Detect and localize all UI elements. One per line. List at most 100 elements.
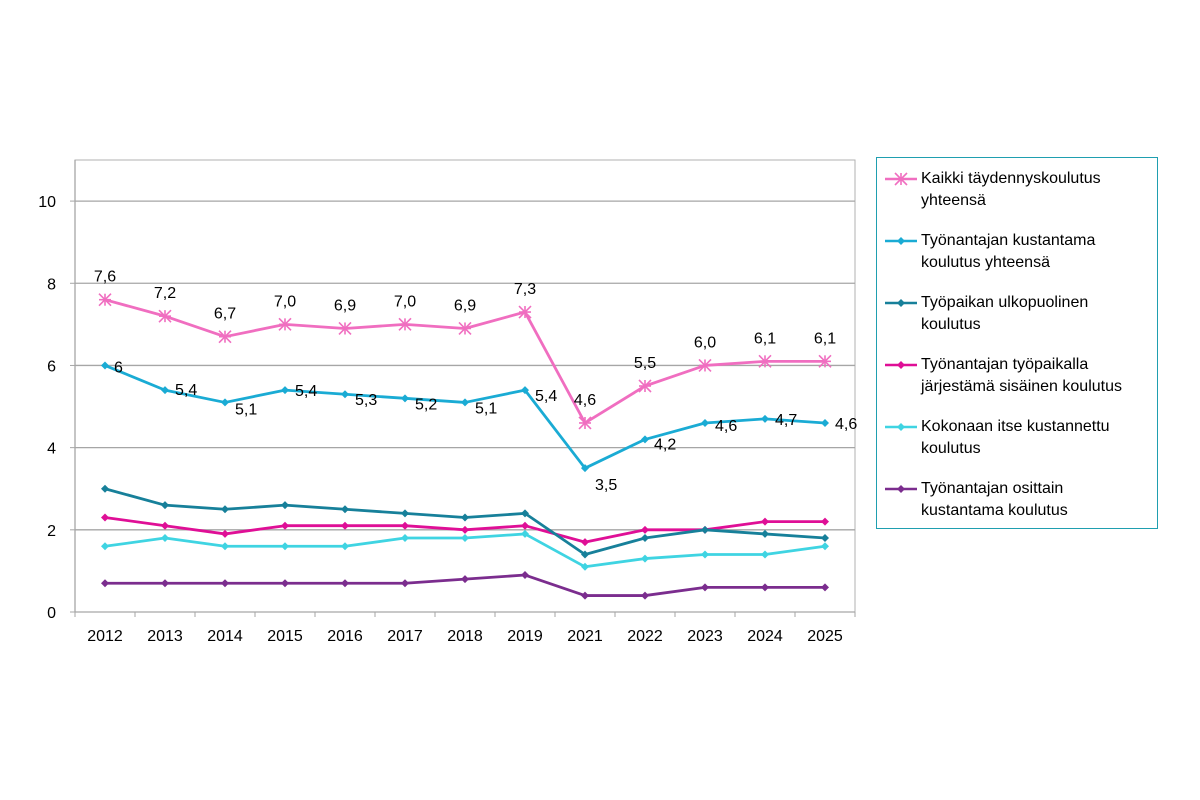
data-point: [401, 534, 409, 543]
data-point: [461, 513, 469, 522]
data-point: [161, 386, 169, 395]
data-point: [161, 534, 169, 543]
data-point: [581, 562, 589, 571]
x-tick-label: 2019: [507, 628, 543, 645]
data-point: [401, 579, 409, 588]
data-label: 7,0: [274, 293, 296, 310]
legend-label-line: koulutus yhteensä: [921, 254, 1050, 271]
x-tick-label: 2018: [447, 628, 483, 645]
data-label: 5,2: [415, 396, 437, 413]
data-point: [101, 579, 109, 588]
data-point: [521, 529, 529, 538]
data-point: [281, 542, 289, 551]
data-point: [221, 529, 229, 538]
legend: Kaikki täydennyskoulutus yhteensä Työnanta…: [876, 157, 1158, 529]
data-point: [521, 521, 529, 530]
series-line: [104, 364, 826, 470]
data-point: [218, 330, 232, 344]
data-label: 7,2: [154, 285, 176, 302]
legend-symbol: [885, 172, 917, 186]
data-point: [341, 579, 349, 588]
data-point: [101, 513, 109, 522]
legend-symbol: [885, 299, 917, 307]
legend-symbol: [885, 237, 917, 245]
data-label: 5,4: [175, 382, 197, 399]
data-point: [518, 305, 532, 319]
data-point: [158, 309, 172, 323]
data-point: [761, 529, 769, 538]
data-point: [641, 591, 649, 600]
data-label: 5,3: [355, 392, 377, 409]
legend-label-line: Työnantajan osittain: [921, 480, 1064, 497]
data-label: 3,5: [595, 477, 617, 494]
x-tick-label: 2014: [207, 628, 243, 645]
data-point: [761, 517, 769, 526]
y-tick-label: 0: [47, 605, 56, 622]
data-point: [581, 538, 589, 547]
legend-symbol: [885, 361, 917, 369]
data-point: [698, 358, 712, 373]
series-6: [101, 571, 829, 600]
data-point: [581, 464, 589, 473]
data-label: 6,1: [814, 330, 836, 347]
legend-label: Työpaikan ulkopuolinen koulutus: [921, 292, 1088, 336]
data-point: [821, 517, 829, 526]
data-label: 7,6: [94, 269, 116, 286]
x-tick-label: 2021: [567, 628, 603, 645]
data-point: [897, 237, 905, 245]
y-tick-label: 2: [47, 523, 56, 540]
x-tick-label: 2024: [747, 628, 783, 645]
data-point: [521, 509, 529, 518]
data-label: 6: [114, 359, 123, 376]
data-point: [581, 550, 589, 559]
series-2: [101, 361, 829, 473]
series-5: [101, 529, 829, 571]
data-point: [521, 571, 529, 580]
legend-label-line: yhteensä: [921, 192, 986, 209]
data-point: [641, 534, 649, 543]
data-point: [401, 521, 409, 530]
data-point: [701, 550, 709, 559]
x-tick-label: 2016: [327, 628, 363, 645]
data-point: [101, 542, 109, 551]
legend-symbol: [885, 485, 917, 493]
legend-label: Kaikki täydennyskoulutus yhteensä: [921, 168, 1101, 212]
data-point: [897, 423, 905, 431]
data-point: [821, 418, 829, 427]
data-point: [701, 583, 709, 592]
legend-label-line: koulutus: [921, 316, 981, 333]
x-tick-label: 2023: [687, 628, 723, 645]
data-point: [101, 361, 109, 370]
data-point: [758, 354, 772, 368]
data-point: [161, 521, 169, 530]
data-label: 4,6: [835, 416, 857, 433]
data-point: [338, 321, 352, 336]
data-label: 7,0: [394, 293, 416, 310]
legend-label-line: koulutus: [921, 440, 981, 457]
data-label: 5,5: [634, 355, 656, 372]
series-1: [98, 293, 832, 430]
axes: 0 2 4 6 8 10 2012 2013 2014 2015 2016 2017 2018 2019 2…: [38, 160, 856, 645]
data-label: 6,0: [694, 334, 716, 351]
data-label: 4,6: [574, 392, 596, 409]
legend-label: Työnantajan osittain kustantama koulutus: [921, 478, 1068, 522]
data-point: [641, 554, 649, 563]
data-point: [761, 414, 769, 423]
data-point: [341, 542, 349, 551]
data-label: 6,1: [754, 330, 776, 347]
data-point: [281, 501, 289, 510]
data-point: [521, 386, 529, 395]
data-point: [821, 542, 829, 551]
legend-label-line: Työpaikan ulkopuolinen: [921, 294, 1089, 311]
legend-label-line: järjestämä sisäinen koulutus: [921, 378, 1122, 395]
data-label: 5,1: [235, 401, 257, 418]
legend-label-line: kustantama koulutus: [921, 502, 1068, 519]
y-tick-label: 10: [38, 194, 56, 211]
x-tick-label: 2022: [627, 628, 663, 645]
legend-label: Työnantajan työpaikalla järjestämä sisäin…: [921, 354, 1122, 398]
legend-label-line: Työnantajan kustantama: [921, 232, 1096, 249]
data-label: 7,3: [514, 281, 536, 298]
data-point: [401, 509, 409, 518]
data-point: [641, 435, 649, 444]
data-point: [101, 484, 109, 493]
